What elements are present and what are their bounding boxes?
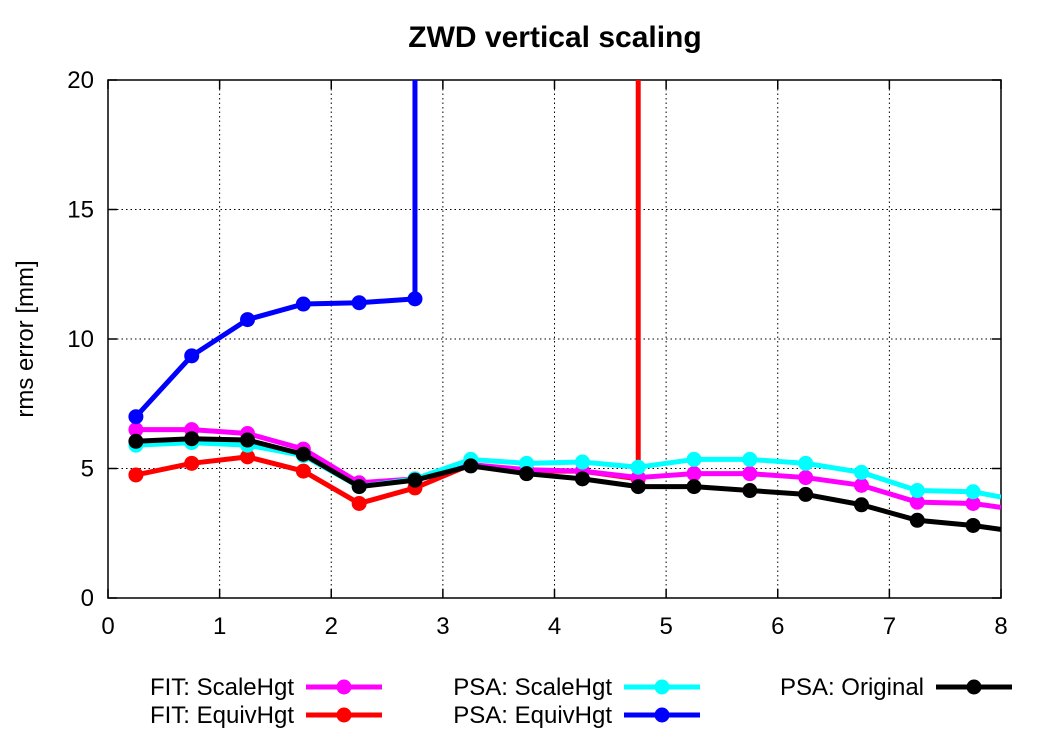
data-point: [295, 463, 311, 479]
data-point: [574, 471, 590, 487]
data-point: [519, 466, 535, 482]
y-tick-label: 10: [67, 326, 94, 353]
data-point: [351, 495, 367, 511]
x-tick-label: 4: [548, 613, 561, 640]
data-point: [853, 477, 869, 493]
y-tick-label: 5: [81, 456, 94, 483]
y-axis-label: rms error [mm]: [12, 260, 39, 417]
x-tick-label: 5: [659, 613, 672, 640]
y-tick-label: 15: [67, 197, 94, 224]
data-point: [965, 495, 981, 511]
series-line: [134, 80, 418, 419]
data-point: [407, 291, 423, 307]
data-point: [128, 422, 144, 438]
legend-entry-psa-original: PSA: Original: [780, 674, 1012, 701]
y-tick-label: 20: [67, 67, 94, 94]
series-fit-scalehgt: [128, 422, 1001, 511]
legend-label: FIT: EquivHgt: [150, 702, 294, 729]
data-point: [965, 484, 981, 500]
data-point: [295, 446, 311, 462]
series-line: [135, 436, 1001, 532]
legend-swatch-marker: [336, 707, 352, 723]
data-point: [519, 455, 535, 471]
data-point: [295, 296, 311, 312]
data-point: [351, 295, 367, 311]
data-point: [184, 348, 200, 364]
axis-ticks: 0 1 2 3 4 5 6 7 8 0 5 10 15 20: [67, 67, 1007, 640]
x-tick-label: 3: [436, 613, 449, 640]
data-point: [128, 467, 144, 483]
data-point: [742, 451, 758, 467]
legend-entry-fit-equivhgt: FIT: EquivHgt: [150, 702, 382, 729]
x-tick-label: 7: [883, 613, 896, 640]
x-tick-label: 8: [994, 613, 1007, 640]
data-point: [630, 479, 646, 495]
data-point: [742, 483, 758, 499]
data-point: [407, 472, 423, 488]
data-point: [184, 455, 200, 471]
data-point: [240, 432, 256, 448]
data-point: [351, 479, 367, 495]
series-fit-equivhgt: [128, 80, 646, 511]
data-point: [798, 470, 814, 486]
data-point: [798, 455, 814, 471]
x-tick-label: 6: [771, 613, 784, 640]
data-point: [240, 449, 256, 465]
data-point: [853, 497, 869, 513]
legend-label: PSA: ScaleHgt: [453, 674, 612, 701]
data-point: [686, 479, 702, 495]
series-psa-original: [128, 431, 1001, 533]
data-point: [574, 454, 590, 470]
data-point: [240, 312, 256, 328]
legend-entry-psa-scalehgt: PSA: ScaleHgt: [453, 674, 700, 701]
legend-swatch-marker: [654, 679, 670, 695]
grid: [108, 80, 1001, 598]
series-psa-equivhgt: [128, 80, 423, 425]
y-tick-label: 0: [81, 585, 94, 612]
data-point: [128, 409, 144, 425]
data-point: [686, 451, 702, 467]
chart-title: ZWD vertical scaling: [408, 21, 701, 54]
legend-swatch-marker: [654, 707, 670, 723]
data-point: [909, 512, 925, 528]
data-point: [798, 486, 814, 502]
data-point: [965, 517, 981, 533]
legend-swatch-marker: [966, 679, 982, 695]
data-point: [630, 459, 646, 475]
legend-entry-psa-equivhgt: PSA: EquivHgt: [453, 702, 700, 729]
legend-label: PSA: EquivHgt: [453, 702, 612, 729]
legend-entry-fit-scalehgt: FIT: ScaleHgt: [150, 674, 382, 701]
data-point: [686, 466, 702, 482]
x-tick-label: 0: [101, 613, 114, 640]
x-tick-label: 2: [325, 613, 338, 640]
data-point: [909, 494, 925, 510]
data-point: [853, 464, 869, 480]
data-point: [463, 458, 479, 474]
data-point: [909, 483, 925, 499]
series-layer: [128, 80, 1001, 533]
x-tick-label: 1: [213, 613, 226, 640]
data-point: [742, 466, 758, 482]
data-point: [184, 431, 200, 447]
legend-label: FIT: ScaleHgt: [150, 674, 294, 701]
legend-swatch-marker: [336, 679, 352, 695]
legend-label: PSA: Original: [780, 674, 924, 701]
data-point: [128, 433, 144, 449]
